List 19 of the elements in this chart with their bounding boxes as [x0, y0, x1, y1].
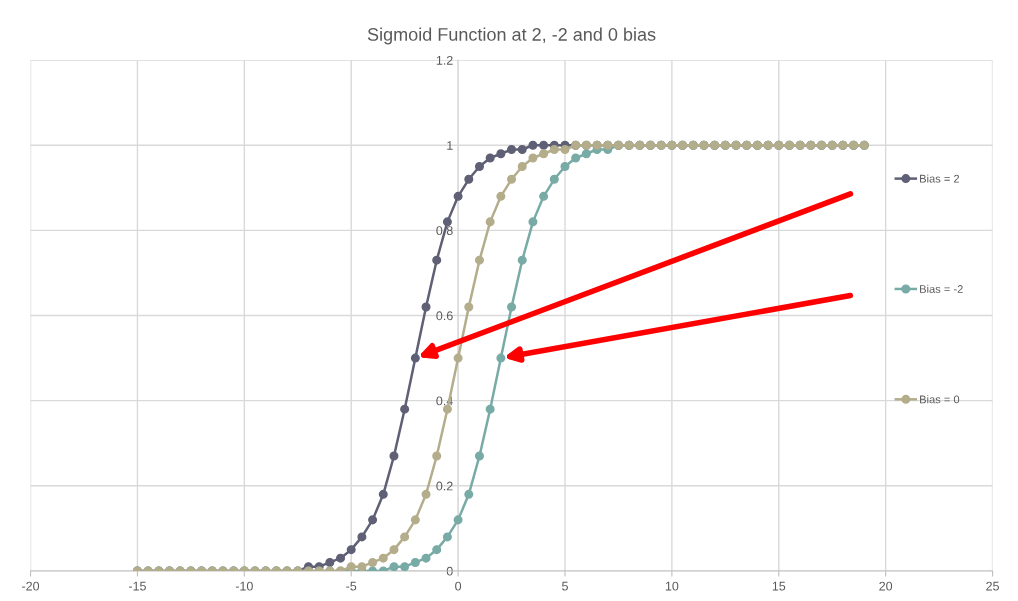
- x-tick-label: 5: [562, 581, 568, 591]
- y-tick-label: 0.6: [436, 311, 453, 321]
- x-tick-label: 0: [455, 581, 462, 591]
- legend-label: Bias = 0: [920, 395, 960, 404]
- y-tick-label: 1: [447, 141, 453, 150]
- chart-title: Sigmoid Function at 2, -2 and 0 bias: [367, 27, 656, 45]
- x-tick-label: 25: [986, 581, 999, 591]
- x-tick-label: -5: [346, 581, 357, 591]
- legend-label: Bias = -2: [920, 284, 963, 293]
- x-tick-label: -20: [22, 581, 40, 591]
- x-tick-label: -15: [128, 581, 146, 591]
- x-tick-label: 15: [772, 581, 786, 591]
- legend-label: Bias = 2: [920, 174, 960, 183]
- x-tick-label: 10: [665, 581, 679, 591]
- y-tick-label: 0.2: [436, 481, 453, 491]
- y-tick-label: 0: [446, 566, 453, 576]
- x-tick-label: -10: [235, 581, 253, 591]
- x-tick-label: 20: [879, 581, 893, 591]
- y-tick-label: 1.2: [436, 55, 453, 65]
